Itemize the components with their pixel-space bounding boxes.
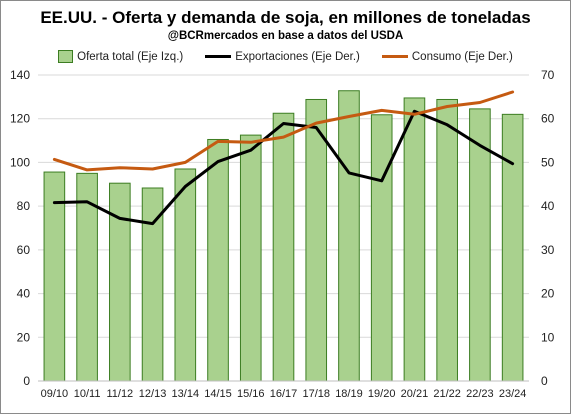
left-axis-tick-label: 60 [17,243,31,257]
left-axis-tick-label: 140 [10,68,30,82]
right-axis-tick-label: 30 [541,243,555,257]
left-axis-tick-label: 20 [17,330,31,344]
legend-label-exportaciones: Exportaciones (Eje Der.) [235,50,360,63]
x-axis-tick-label: 18/19 [335,388,363,400]
bar-oferta [501,113,524,382]
legend-item-consumo: Consumo (Eje Der.) [381,50,513,63]
left-axis-tick-label: 80 [17,199,31,213]
bar-oferta [370,114,393,382]
x-axis-tick-label: 21/22 [433,388,461,400]
chart-subtitle: @BCRmercados en base a datos del USDA [167,30,404,42]
bar-oferta [207,138,229,382]
x-axis-tick-label: 10/11 [74,388,101,400]
x-axis-tick-label: 11/12 [106,388,133,400]
x-axis-tick-label: 23/24 [499,388,527,400]
bar-oferta [174,168,197,382]
left-axis-tick-label: 40 [17,287,31,301]
chart-legend: Oferta total (Eje Izq.) Exportaciones (E… [0,50,571,63]
right-axis-tick-label: 70 [541,68,555,82]
right-axis-tick-label: 50 [541,155,555,169]
left-axis-tick-label: 100 [10,155,30,169]
bar-oferta [109,182,131,382]
x-axis-tick-label: 22/23 [466,388,494,400]
x-axis-tick-label: 17/18 [302,388,330,400]
left-axis-tick-label: 0 [23,374,30,388]
left-axis-tick-label: 120 [10,112,30,126]
legend-swatch-exportaciones [205,55,232,58]
legend-label-consumo: Consumo (Eje Der.) [411,50,513,63]
x-axis-tick-label: 16/17 [270,388,298,400]
legend-label-oferta: Oferta total (Eje Izq.) [77,50,184,63]
chart-title: EE.UU. - Oferta y demanda de soja, en mi… [40,8,531,27]
right-axis-tick-label: 60 [541,112,555,126]
legend-swatch-oferta [58,50,74,63]
bar-oferta [403,97,426,382]
x-axis-tick-label: 19/20 [368,388,396,400]
legend-item-oferta: Oferta total (Eje Izq.) [58,50,183,63]
x-axis-tick-label: 20/21 [401,388,429,400]
bar-oferta [436,98,458,382]
legend-item-exportaciones: Exportaciones (Eje Der.) [205,51,360,63]
x-axis-tick-label: 09/10 [41,388,69,400]
line-consumo [52,90,515,172]
right-axis-tick-label: 0 [541,374,548,388]
right-axis-tick-label: 40 [541,199,555,213]
x-axis-tick-label: 15/16 [237,388,265,400]
x-axis-tick-label: 12/13 [139,388,167,400]
line-exportaciones [52,109,515,226]
right-axis-tick-label: 10 [541,330,555,344]
x-axis-tick-label: 14/15 [204,388,232,400]
legend-swatch-consumo [381,55,408,58]
right-axis-tick-label: 20 [541,287,555,301]
bar-oferta [272,112,295,382]
x-axis-tick-label: 13/14 [172,388,200,400]
bar-oferta [338,90,360,382]
bar-oferta [239,134,262,382]
bar-oferta [305,98,328,382]
